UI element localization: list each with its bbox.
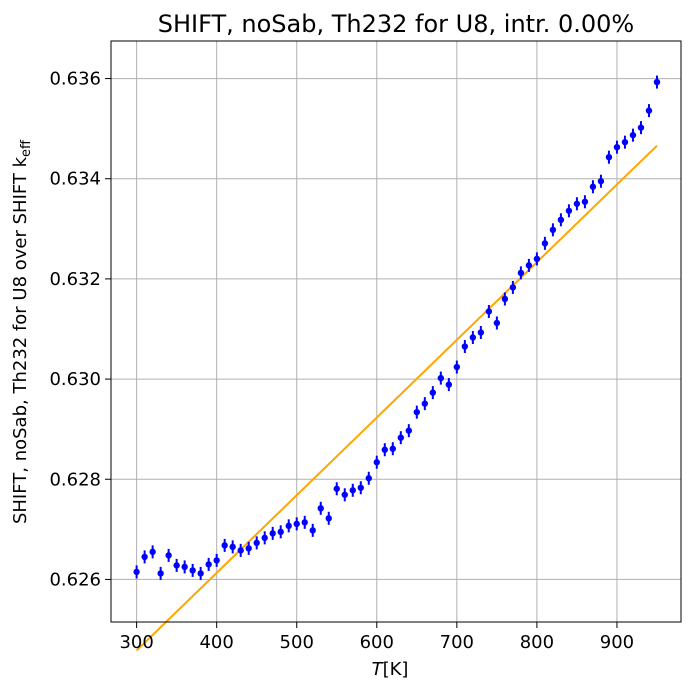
data-point xyxy=(181,563,188,571)
data-point xyxy=(445,381,453,388)
chart-title: SHIFT, noSab, Th232 for U8, intr. 0.00% xyxy=(158,10,634,38)
data-point xyxy=(221,542,228,549)
data-point xyxy=(269,530,276,537)
y-tick-label: 0.636 xyxy=(49,69,101,90)
data-point xyxy=(317,505,324,512)
data-point xyxy=(389,445,396,452)
data-points-layer xyxy=(133,75,661,580)
x-tick-label: 500 xyxy=(280,632,314,653)
fit-line xyxy=(135,144,658,652)
data-point xyxy=(309,527,316,534)
y-tick-label: 0.634 xyxy=(49,169,101,190)
data-point xyxy=(621,138,629,146)
data-point xyxy=(597,178,605,185)
y-tick-label: 0.626 xyxy=(49,569,101,590)
data-point xyxy=(581,198,589,205)
data-point xyxy=(253,539,260,547)
x-tick-label: 700 xyxy=(440,632,474,653)
data-point xyxy=(413,408,421,416)
data-point xyxy=(205,561,212,568)
data-point xyxy=(421,400,429,407)
data-point xyxy=(229,543,236,551)
data-point xyxy=(333,485,340,492)
data-point xyxy=(525,262,533,269)
data-point xyxy=(645,107,653,114)
data-point xyxy=(469,334,477,341)
data-point xyxy=(141,553,148,561)
data-point xyxy=(341,491,348,498)
y-axis-label-main: SHIFT, noSab, Th232 for U8 over SHIFT k xyxy=(10,156,31,524)
x-tick-label: 600 xyxy=(360,632,394,653)
x-axis-label: T[K] xyxy=(372,659,409,680)
data-point xyxy=(349,487,356,494)
data-point xyxy=(285,522,292,530)
x-axis-label-var: T xyxy=(372,659,385,680)
data-point xyxy=(461,343,469,350)
fit-line-layer xyxy=(135,144,658,652)
data-point xyxy=(565,207,573,214)
data-point xyxy=(517,269,525,277)
data-point xyxy=(245,545,252,552)
data-point xyxy=(277,528,284,536)
data-point xyxy=(189,567,196,574)
data-point xyxy=(605,154,613,161)
x-tick-label: 400 xyxy=(199,632,233,653)
data-point xyxy=(453,363,461,371)
data-point xyxy=(149,548,156,556)
data-point xyxy=(573,200,581,207)
y-axis-ticks: 0.626 0.628 0.630 0.632 0.634 0.636 xyxy=(49,69,111,590)
data-point xyxy=(477,329,485,336)
data-point xyxy=(541,240,549,247)
x-tick-label: 900 xyxy=(600,632,634,653)
y-tick-label: 0.628 xyxy=(49,469,101,490)
data-point xyxy=(261,534,268,542)
data-point xyxy=(381,446,388,453)
data-point xyxy=(613,143,621,151)
data-point xyxy=(589,183,597,190)
data-point xyxy=(485,308,493,315)
data-point xyxy=(493,319,501,327)
data-point xyxy=(357,484,364,491)
data-point xyxy=(157,570,164,577)
data-point xyxy=(637,124,645,131)
data-point xyxy=(373,459,380,466)
data-point xyxy=(509,284,517,291)
data-point xyxy=(557,216,565,224)
data-point xyxy=(501,295,509,303)
y-tick-label: 0.632 xyxy=(49,269,101,290)
data-point xyxy=(213,557,220,564)
data-point xyxy=(173,562,180,569)
data-point xyxy=(629,131,637,139)
data-point xyxy=(237,547,244,554)
data-point xyxy=(325,515,332,522)
data-point xyxy=(549,226,557,234)
x-axis-label-unit: [K] xyxy=(383,659,409,680)
data-point xyxy=(405,427,413,434)
data-point xyxy=(133,568,140,576)
plot-frame xyxy=(110,40,682,623)
data-point xyxy=(533,255,541,263)
x-tick-label: 800 xyxy=(520,632,554,653)
data-point xyxy=(437,374,445,382)
y-axis-label-sub: eff xyxy=(19,139,34,157)
y-axis-label: SHIFT, noSab, Th232 for U8 over SHIFT ke… xyxy=(10,139,34,524)
data-point xyxy=(293,520,300,528)
data-point xyxy=(397,434,405,441)
x-axis-ticks: 300 400 500 600 700 800 900 xyxy=(119,622,634,653)
data-point xyxy=(365,475,372,482)
x-tick-label: 300 xyxy=(119,632,153,653)
data-point xyxy=(429,389,437,396)
grid xyxy=(111,41,681,622)
data-point xyxy=(301,519,308,526)
data-point xyxy=(653,78,661,86)
y-tick-label: 0.630 xyxy=(49,369,101,390)
data-point xyxy=(165,552,172,559)
data-point xyxy=(197,570,204,577)
